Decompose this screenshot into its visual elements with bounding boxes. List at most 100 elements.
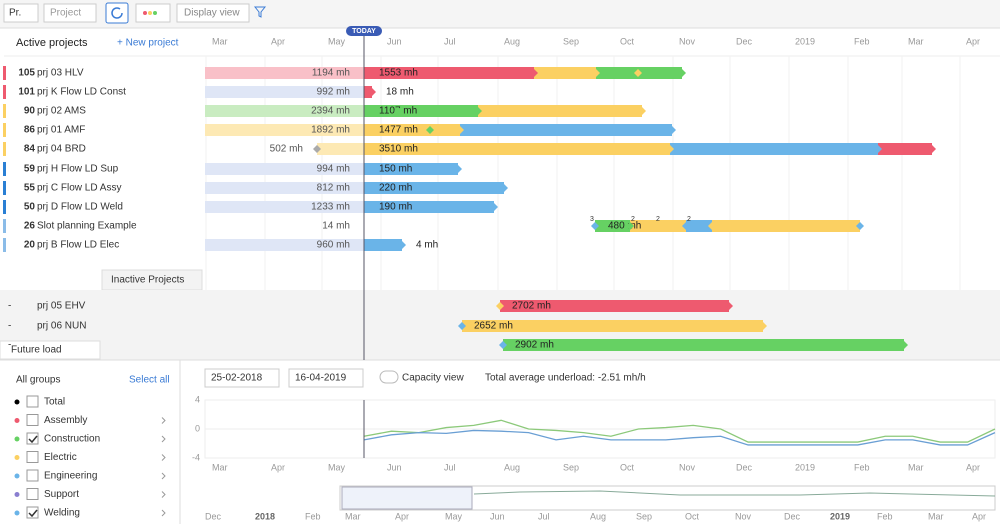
group-checkbox[interactable] bbox=[26, 432, 39, 445]
group-name[interactable]: Engineering bbox=[44, 471, 97, 482]
bar-segment[interactable] bbox=[596, 67, 638, 79]
milestone[interactable] bbox=[668, 126, 676, 134]
milestone[interactable] bbox=[500, 184, 508, 192]
milestone[interactable] bbox=[474, 107, 482, 115]
bar-segment[interactable] bbox=[364, 124, 460, 136]
bar-segment[interactable] bbox=[205, 201, 364, 213]
group-name[interactable]: Assembly bbox=[44, 415, 87, 426]
group-name[interactable]: Total bbox=[44, 397, 65, 408]
project-name[interactable]: prj 01 AMF bbox=[37, 125, 85, 136]
bar-segment[interactable] bbox=[205, 239, 364, 251]
display-view-select[interactable] bbox=[176, 3, 250, 23]
milestone[interactable] bbox=[708, 222, 716, 230]
bar-segment[interactable] bbox=[462, 320, 763, 332]
filter-icon[interactable] bbox=[253, 6, 267, 18]
capacity-toggle[interactable] bbox=[379, 370, 399, 384]
milestone[interactable] bbox=[626, 222, 634, 230]
group-checkbox[interactable] bbox=[26, 469, 39, 482]
priority-select[interactable] bbox=[3, 3, 39, 23]
milestone[interactable] bbox=[928, 145, 936, 153]
milestone[interactable] bbox=[490, 203, 498, 211]
milestone[interactable] bbox=[591, 222, 599, 230]
bar-segment[interactable] bbox=[503, 339, 904, 351]
date-from[interactable] bbox=[204, 368, 280, 388]
milestone[interactable] bbox=[678, 69, 686, 77]
milestone[interactable] bbox=[725, 302, 733, 310]
bar-segment[interactable] bbox=[712, 220, 860, 232]
milestone[interactable] bbox=[634, 69, 642, 77]
bar-segment[interactable] bbox=[364, 67, 534, 79]
project-name[interactable]: prj H Flow LD Sup bbox=[37, 164, 119, 175]
date-to[interactable] bbox=[288, 368, 364, 388]
bar-segment[interactable] bbox=[878, 143, 932, 155]
project-name[interactable]: prj C Flow LD Assy bbox=[37, 183, 121, 194]
project-name[interactable]: prj K Flow LD Const bbox=[37, 87, 126, 98]
bar-segment[interactable] bbox=[317, 143, 364, 155]
bar-segment[interactable] bbox=[638, 67, 682, 79]
milestone[interactable] bbox=[456, 126, 464, 134]
milestone[interactable] bbox=[666, 145, 674, 153]
group-name[interactable]: Electric bbox=[44, 452, 77, 463]
bar-segment[interactable] bbox=[364, 201, 494, 213]
future-load-tab[interactable] bbox=[0, 340, 101, 360]
refresh-button[interactable] bbox=[105, 2, 129, 24]
overview-selection[interactable] bbox=[341, 486, 473, 510]
select-all[interactable]: Select all bbox=[129, 375, 170, 386]
new-project[interactable]: + New project bbox=[117, 38, 179, 49]
project-name[interactable]: prj 05 EHV bbox=[37, 301, 86, 312]
milestone[interactable] bbox=[313, 145, 321, 153]
milestone[interactable] bbox=[368, 88, 376, 96]
group-name[interactable]: Support bbox=[44, 489, 79, 500]
milestone[interactable] bbox=[638, 107, 646, 115]
bar-segment[interactable] bbox=[686, 220, 712, 232]
bar-segment[interactable] bbox=[205, 67, 364, 79]
bar-segment[interactable] bbox=[534, 67, 596, 79]
group-name[interactable]: Welding bbox=[44, 508, 80, 519]
bar-segment[interactable] bbox=[205, 105, 364, 117]
milestone[interactable] bbox=[856, 222, 864, 230]
milestone[interactable] bbox=[759, 322, 767, 330]
bar-segment[interactable] bbox=[500, 300, 729, 312]
bar-segment[interactable] bbox=[364, 239, 402, 251]
bar-segment[interactable] bbox=[205, 124, 364, 136]
group-checkbox[interactable] bbox=[26, 414, 39, 426]
milestone[interactable] bbox=[499, 341, 507, 349]
milestone[interactable] bbox=[682, 222, 690, 230]
bar-segment[interactable] bbox=[630, 220, 686, 232]
bar-segment[interactable] bbox=[460, 124, 672, 136]
project-name[interactable]: prj B Flow LD Elec bbox=[37, 240, 119, 251]
group-name[interactable]: Construction bbox=[44, 434, 100, 445]
group-checkbox[interactable] bbox=[26, 395, 39, 408]
project-name[interactable]: prj D Flow LD Weld bbox=[37, 202, 123, 213]
bar-segment[interactable] bbox=[364, 143, 670, 155]
group-checkbox[interactable] bbox=[26, 451, 39, 463]
bar-segment[interactable] bbox=[205, 86, 364, 98]
bar-segment[interactable] bbox=[478, 105, 642, 117]
bar-segment[interactable] bbox=[670, 143, 878, 155]
bar-segment[interactable] bbox=[364, 163, 458, 175]
milestone[interactable] bbox=[530, 69, 538, 77]
all-groups[interactable]: All groups bbox=[16, 375, 60, 386]
bar-segment[interactable] bbox=[364, 105, 478, 117]
milestone[interactable] bbox=[398, 241, 406, 249]
group-checkbox[interactable] bbox=[26, 506, 39, 519]
bar-segment[interactable] bbox=[205, 182, 364, 194]
milestone[interactable] bbox=[394, 107, 402, 115]
milestone[interactable] bbox=[496, 302, 504, 310]
bar-segment[interactable] bbox=[364, 182, 504, 194]
milestone[interactable] bbox=[454, 165, 462, 173]
milestone[interactable] bbox=[900, 341, 908, 349]
group-checkbox[interactable] bbox=[26, 488, 39, 500]
milestone[interactable] bbox=[426, 126, 434, 134]
project-name[interactable]: prj 06 NUN bbox=[37, 321, 86, 332]
project-name[interactable]: Slot planning Example bbox=[37, 221, 137, 232]
bar-segment[interactable] bbox=[205, 163, 364, 175]
milestone[interactable] bbox=[458, 322, 466, 330]
project-name[interactable]: prj 03 HLV bbox=[37, 68, 84, 79]
milestone[interactable] bbox=[592, 69, 600, 77]
project-name[interactable]: prj 02 AMS bbox=[37, 106, 86, 117]
project-name[interactable]: prj 04 BRD bbox=[37, 144, 86, 155]
project-input[interactable] bbox=[43, 3, 97, 23]
milestone[interactable] bbox=[874, 145, 882, 153]
bar-segment[interactable] bbox=[595, 220, 630, 232]
